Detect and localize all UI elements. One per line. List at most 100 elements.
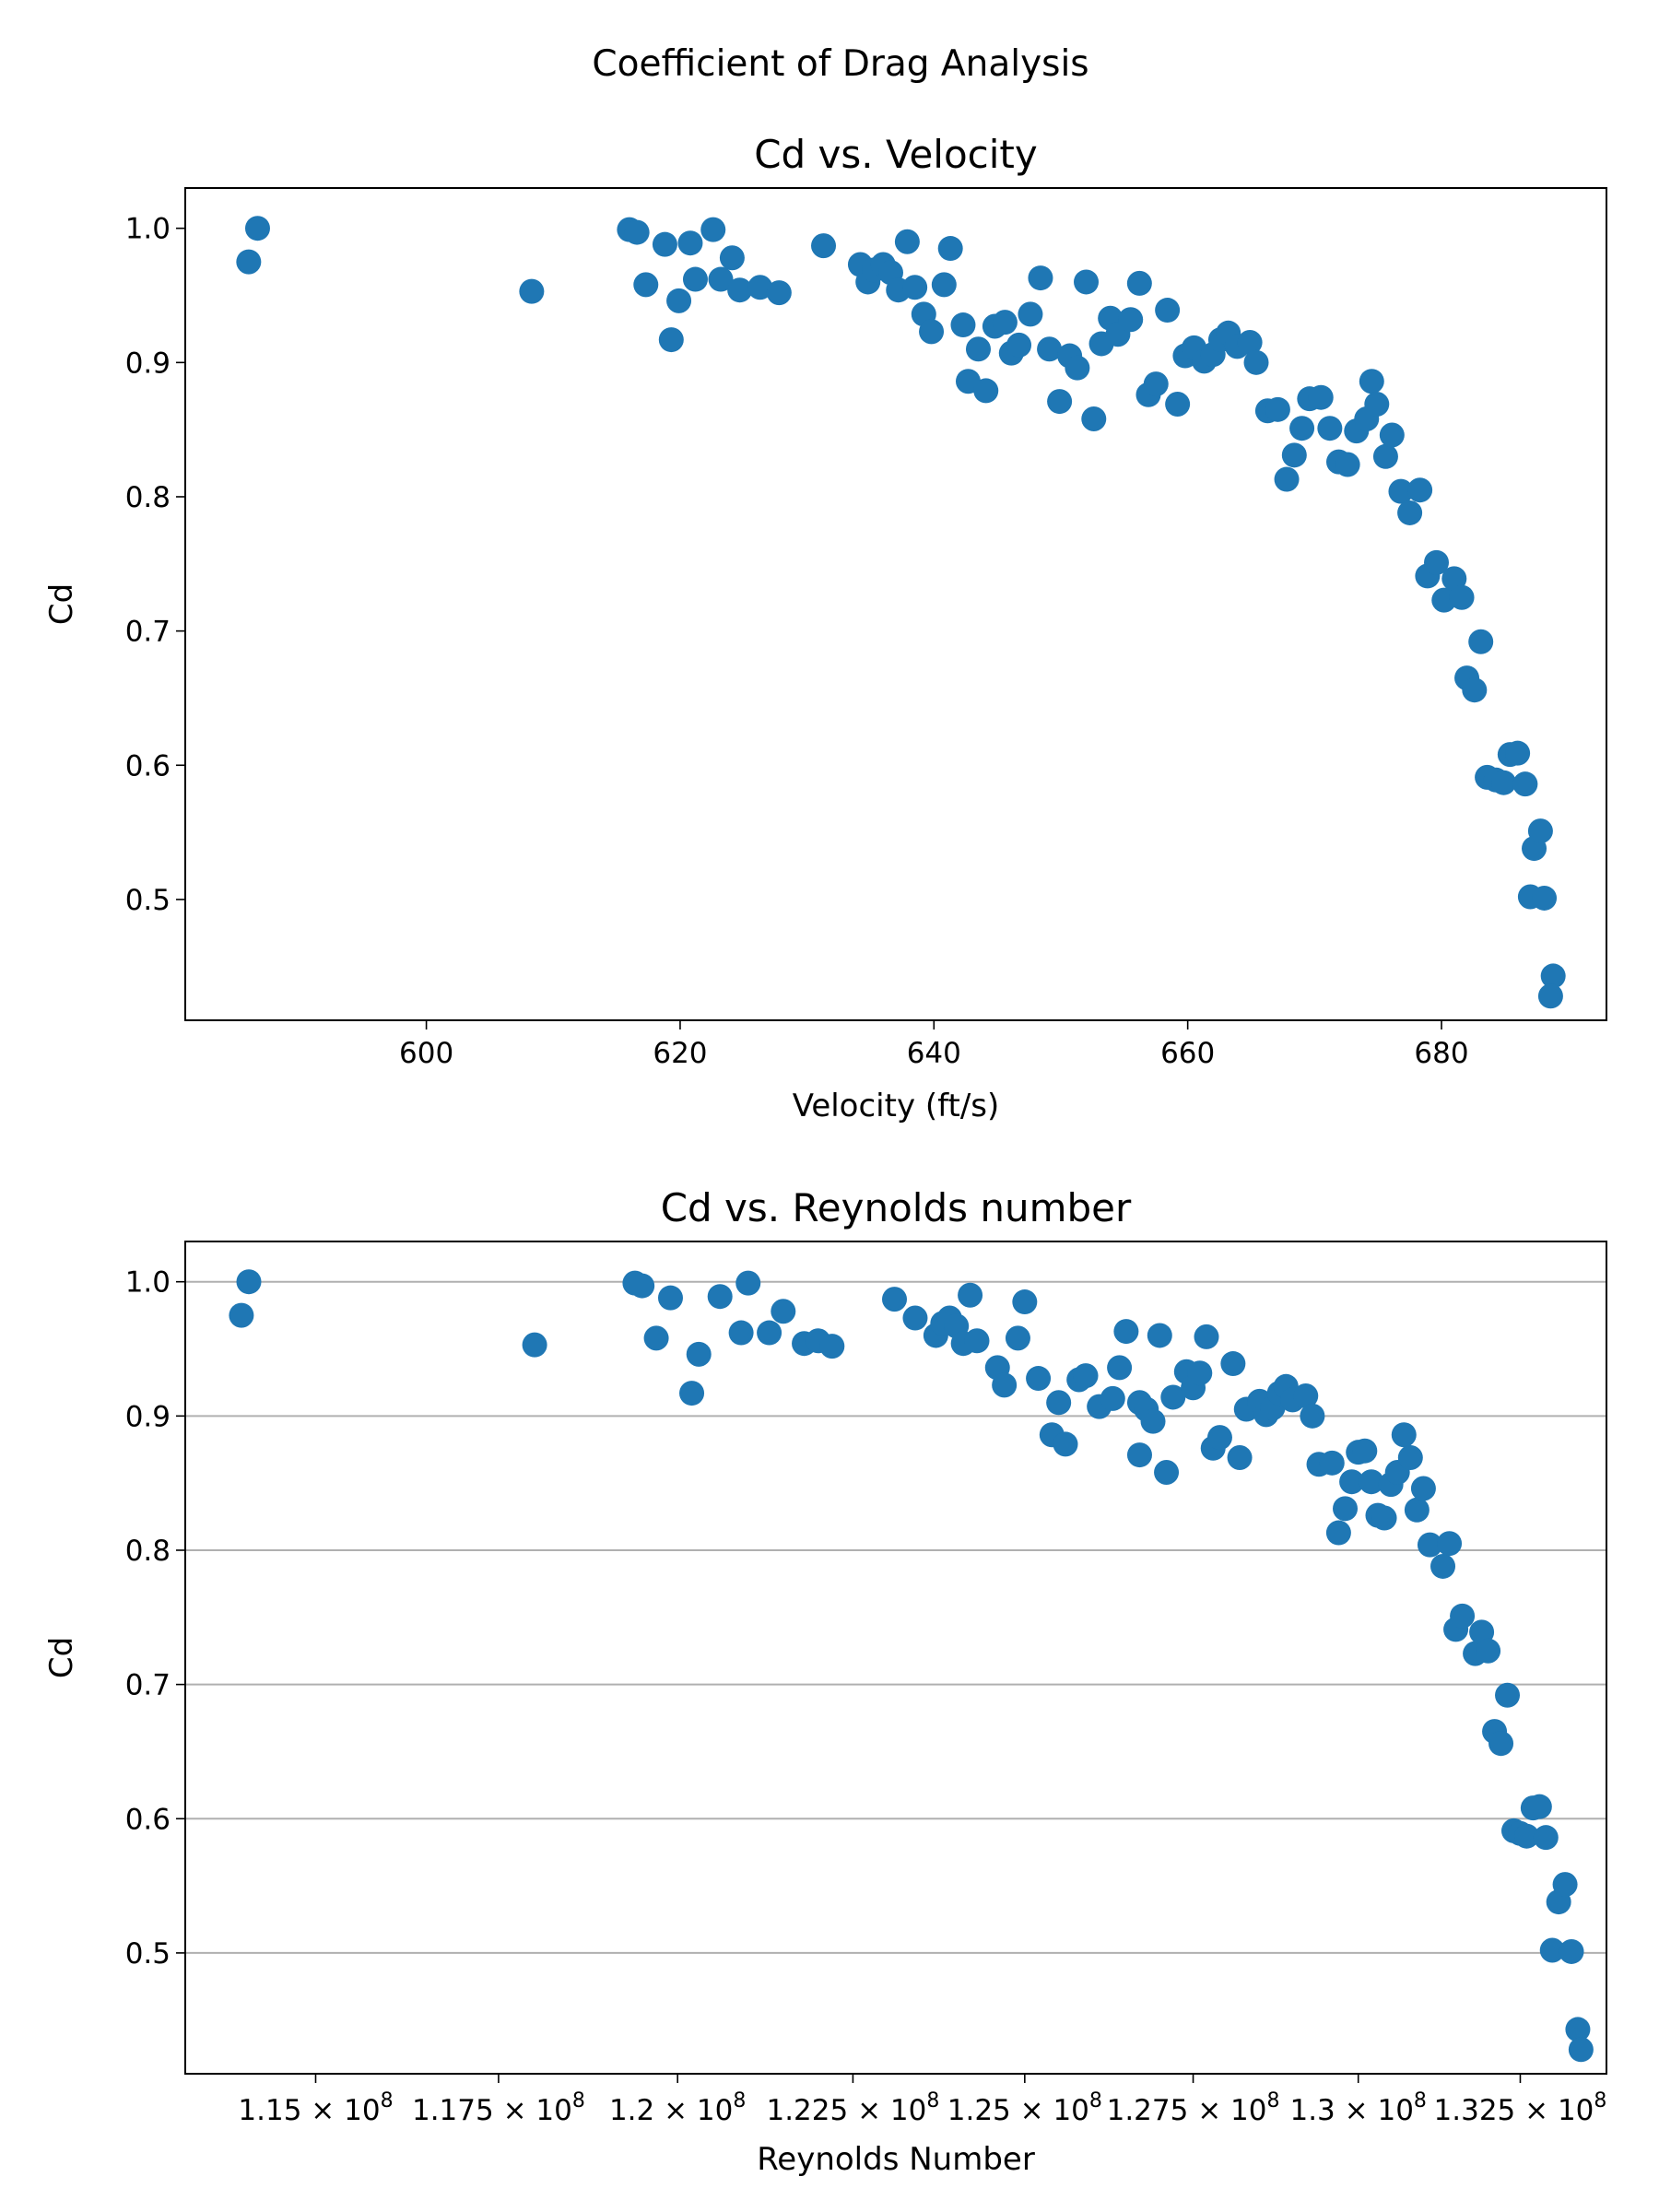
data-point xyxy=(819,1334,845,1359)
data-point xyxy=(1437,1531,1463,1557)
data-point xyxy=(964,1328,990,1354)
data-point xyxy=(682,266,708,292)
y-tick-label: 0.5 xyxy=(125,884,171,917)
data-point xyxy=(1300,1403,1325,1429)
y-tick-label: 0.9 xyxy=(125,347,171,380)
data-point xyxy=(757,1320,782,1346)
data-point xyxy=(1568,2037,1594,2063)
data-point xyxy=(522,1332,547,1358)
data-point xyxy=(1379,422,1405,448)
x-tick-label: 660 xyxy=(1160,1037,1215,1070)
data-point xyxy=(1359,1469,1384,1495)
data-point xyxy=(686,1341,712,1367)
data-point xyxy=(1388,478,1414,504)
data-point xyxy=(1537,983,1563,1009)
data-point xyxy=(1147,1323,1172,1348)
plot-title: Cd vs. Velocity xyxy=(754,132,1038,177)
data-point xyxy=(1397,1444,1423,1470)
data-point xyxy=(1352,1438,1378,1464)
data-point xyxy=(652,231,677,257)
data-point xyxy=(519,278,545,304)
data-point xyxy=(1165,391,1191,417)
y-tick-label: 0.9 xyxy=(125,1400,171,1433)
y-tick-label: 0.6 xyxy=(125,749,171,782)
data-point xyxy=(1143,371,1169,397)
data-point xyxy=(624,219,650,245)
velocity-plot: Cd vs. Velocity 0.5 0.6 0.7 0.8 0.9 1.0 600 620 6… xyxy=(43,132,1607,1124)
data-point xyxy=(1074,269,1100,295)
data-point xyxy=(1118,307,1144,333)
data-point xyxy=(1490,770,1516,795)
data-point xyxy=(919,319,945,345)
x-axis-label: Velocity (ft/s) xyxy=(793,1088,1000,1124)
data-point xyxy=(707,1284,733,1310)
data-point xyxy=(1468,629,1494,654)
data-point xyxy=(1012,1289,1038,1315)
data-point xyxy=(1319,1450,1345,1476)
data-point xyxy=(1450,1603,1476,1629)
data-point xyxy=(1317,416,1343,441)
data-point xyxy=(1107,1355,1133,1381)
data-point xyxy=(1047,389,1073,415)
y-tick-label: 0.8 xyxy=(125,481,171,514)
data-point xyxy=(1005,1325,1030,1351)
data-point xyxy=(727,277,753,303)
y-tick-label: 0.7 xyxy=(125,1669,171,1702)
data-point xyxy=(1404,1497,1430,1523)
data-point xyxy=(1533,1825,1559,1851)
data-point xyxy=(1462,677,1488,703)
data-point xyxy=(244,216,270,241)
data-point xyxy=(1391,1422,1417,1448)
data-point xyxy=(1274,466,1300,492)
data-point xyxy=(747,275,773,300)
data-point xyxy=(1364,391,1390,417)
data-point xyxy=(1512,771,1538,797)
data-point xyxy=(902,1305,928,1331)
data-point xyxy=(902,275,928,300)
data-point xyxy=(679,1381,705,1406)
data-point xyxy=(894,229,920,254)
data-point xyxy=(1289,416,1315,441)
data-point xyxy=(1155,298,1181,324)
data-point xyxy=(1407,477,1433,503)
y-tick-label: 1.0 xyxy=(125,213,171,246)
x-tick-label: 680 xyxy=(1414,1037,1468,1070)
data-point xyxy=(735,1270,761,1296)
data-point xyxy=(1140,1408,1166,1434)
data-point xyxy=(1539,1937,1565,1963)
data-point xyxy=(700,217,726,242)
data-point xyxy=(1430,1553,1456,1579)
data-point xyxy=(236,1269,262,1295)
x-tick-label: 620 xyxy=(653,1037,707,1070)
data-point xyxy=(1335,452,1360,477)
data-point xyxy=(677,230,703,256)
data-point xyxy=(1441,566,1467,592)
data-point xyxy=(1417,1532,1442,1558)
data-point xyxy=(1194,1324,1219,1349)
x-tick-label: 1.2 × 108 xyxy=(609,2089,746,2127)
data-point xyxy=(1028,265,1053,291)
data-point xyxy=(1527,818,1553,844)
data-point xyxy=(1037,336,1063,362)
x-tick-label: 1.275 × 108 xyxy=(1107,2089,1280,2127)
data-point xyxy=(643,1325,669,1351)
data-point xyxy=(708,266,734,292)
data-point xyxy=(1359,369,1384,394)
data-point xyxy=(1552,1872,1578,1898)
data-point xyxy=(1371,1505,1397,1531)
data-point xyxy=(965,336,991,362)
data-point xyxy=(1065,355,1090,381)
data-point xyxy=(1160,1384,1186,1410)
data-point xyxy=(719,245,745,271)
data-point xyxy=(1126,1442,1152,1468)
data-point xyxy=(950,312,976,338)
data-point xyxy=(1006,332,1032,358)
data-point xyxy=(1100,1385,1125,1411)
data-point xyxy=(1126,270,1152,296)
x-tick-label: 1.15 × 108 xyxy=(238,2089,393,2127)
plot-title: Cd vs. Reynolds number xyxy=(661,1185,1132,1230)
data-point xyxy=(1053,1431,1078,1457)
data-point xyxy=(1046,1390,1072,1416)
data-point xyxy=(1449,584,1475,610)
